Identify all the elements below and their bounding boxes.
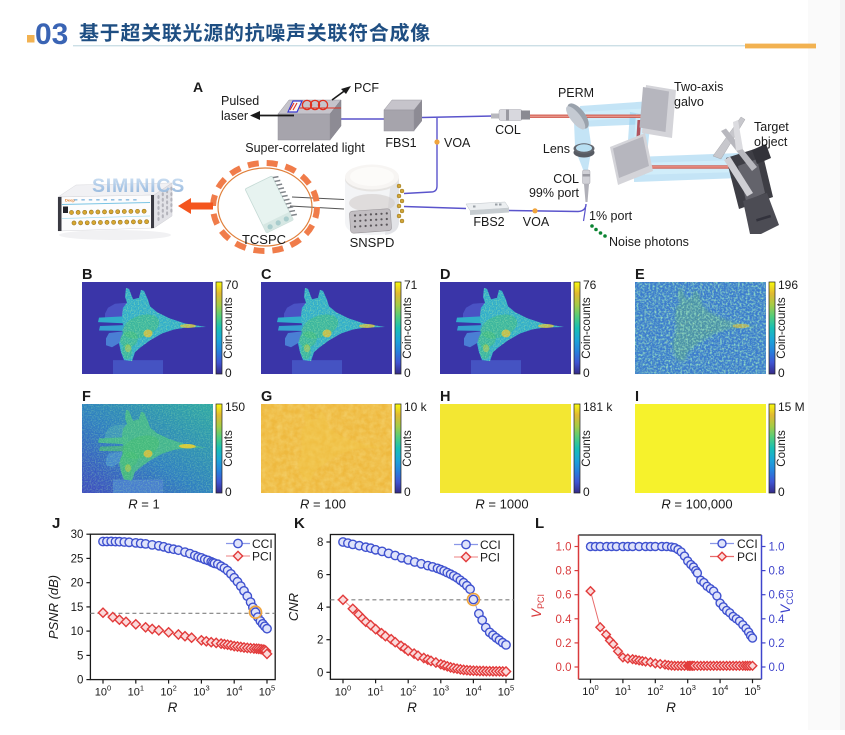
svg-text:0: 0 — [77, 675, 83, 687]
svg-text:0.6: 0.6 — [556, 590, 572, 602]
svg-text:0: 0 — [317, 667, 323, 679]
svg-text:PSNR (dB): PSNR (dB) — [46, 575, 61, 639]
svg-text:K: K — [294, 515, 305, 532]
svg-text:I: I — [635, 389, 639, 405]
svg-text:03: 03 — [35, 18, 68, 51]
svg-text:2: 2 — [317, 635, 323, 647]
svg-text:5: 5 — [77, 650, 83, 662]
svg-text:0.6: 0.6 — [769, 590, 785, 602]
svg-text:C: C — [261, 267, 272, 283]
svg-text:Target: Target — [754, 120, 789, 134]
svg-text:H: H — [440, 389, 450, 405]
svg-text:Lens: Lens — [543, 142, 570, 156]
svg-text:0: 0 — [583, 485, 590, 499]
svg-text:R = 1: R = 1 — [128, 497, 159, 512]
svg-text:galvo: galvo — [674, 95, 704, 109]
svg-text:0.0: 0.0 — [556, 662, 572, 674]
svg-text:Counts: Counts — [776, 430, 788, 467]
svg-text:CCI: CCI — [480, 538, 501, 552]
svg-text:Noise photons: Noise photons — [609, 235, 689, 249]
svg-text:0.0: 0.0 — [769, 662, 785, 674]
svg-text:PCI: PCI — [737, 550, 757, 564]
svg-text:Coin-counts: Coin-counts — [776, 297, 788, 359]
svg-text:0: 0 — [225, 366, 232, 380]
svg-text:SIMINICS: SIMINICS — [92, 175, 185, 197]
svg-text:COL: COL — [553, 172, 579, 186]
svg-text:71: 71 — [404, 278, 418, 292]
svg-text:Coin-counts: Coin-counts — [581, 297, 593, 359]
svg-text:196: 196 — [778, 278, 798, 292]
svg-text:Counts: Counts — [581, 430, 593, 467]
svg-text:G: G — [261, 389, 272, 405]
svg-text:Super-correlated light: Super-correlated light — [245, 141, 365, 155]
svg-text:0: 0 — [778, 485, 785, 499]
svg-text:CNR: CNR — [286, 593, 301, 621]
svg-text:TCSPC: TCSPC — [242, 232, 286, 247]
svg-text:CCI: CCI — [737, 537, 758, 551]
svg-text:8: 8 — [317, 537, 323, 549]
svg-text:F: F — [82, 389, 91, 405]
svg-text:0: 0 — [404, 485, 411, 499]
svg-text:Two-axis: Two-axis — [674, 80, 723, 94]
svg-text:E: E — [635, 267, 645, 283]
svg-text:25: 25 — [71, 553, 84, 565]
svg-text:object: object — [754, 135, 788, 149]
svg-text:4: 4 — [317, 602, 324, 614]
svg-text:FBS1: FBS1 — [385, 136, 416, 150]
svg-text:R: R — [666, 700, 676, 715]
svg-text:0: 0 — [778, 366, 785, 380]
svg-text:VOA: VOA — [444, 136, 471, 150]
svg-text:A: A — [193, 79, 203, 95]
svg-text:Coin-counts: Coin-counts — [223, 297, 235, 359]
svg-text:PCI: PCI — [480, 551, 500, 565]
svg-text:1% port: 1% port — [589, 209, 633, 223]
svg-text:1.0: 1.0 — [769, 542, 785, 554]
svg-text:0.4: 0.4 — [769, 614, 786, 626]
svg-text:15: 15 — [71, 602, 84, 614]
svg-text:R = 100,000: R = 100,000 — [661, 497, 732, 512]
svg-text:CCI: CCI — [252, 537, 273, 551]
svg-text:0.2: 0.2 — [769, 638, 785, 650]
svg-text:Coin-counts: Coin-counts — [402, 297, 414, 359]
svg-text:COL: COL — [495, 123, 521, 137]
svg-text:D: D — [440, 267, 450, 283]
svg-text:0: 0 — [404, 366, 411, 380]
svg-text:15 M: 15 M — [778, 400, 805, 414]
svg-text:R = 100: R = 100 — [300, 497, 346, 512]
svg-text:181 k: 181 k — [583, 400, 613, 414]
svg-text:0.2: 0.2 — [556, 638, 572, 650]
svg-text:B: B — [82, 267, 92, 283]
svg-text:0.8: 0.8 — [769, 566, 785, 578]
svg-text:0: 0 — [225, 485, 232, 499]
svg-text:70: 70 — [225, 278, 239, 292]
svg-text:FBS2: FBS2 — [473, 215, 504, 229]
svg-text:SNSPD: SNSPD — [350, 235, 395, 250]
svg-text:0: 0 — [583, 366, 590, 380]
svg-text:PCI: PCI — [252, 550, 272, 564]
svg-text:6: 6 — [317, 570, 323, 582]
svg-text:PCF: PCF — [354, 81, 379, 95]
svg-text:VOA: VOA — [523, 215, 550, 229]
svg-text:30: 30 — [71, 529, 84, 541]
svg-text:R: R — [407, 700, 417, 715]
svg-text:Counts: Counts — [402, 430, 414, 467]
svg-text:Deep: Deep — [65, 198, 75, 203]
svg-text:Counts: Counts — [223, 430, 235, 467]
svg-text:J: J — [52, 515, 60, 532]
svg-text:Pulsed: Pulsed — [221, 94, 259, 108]
svg-text:76: 76 — [583, 278, 597, 292]
svg-text:20: 20 — [71, 578, 84, 590]
svg-text:99% port: 99% port — [529, 186, 580, 200]
svg-text:150: 150 — [225, 400, 245, 414]
svg-text:R: R — [168, 700, 178, 715]
svg-text:0.8: 0.8 — [556, 566, 572, 578]
svg-text:PERM: PERM — [558, 86, 594, 100]
svg-text:10 k: 10 k — [404, 400, 428, 414]
svg-text:laser: laser — [221, 109, 248, 123]
svg-text:L: L — [535, 515, 544, 532]
svg-text:0.4: 0.4 — [556, 614, 573, 626]
svg-text:1.0: 1.0 — [556, 542, 572, 554]
svg-text:10: 10 — [71, 626, 84, 638]
svg-text:R = 1000: R = 1000 — [475, 497, 528, 512]
